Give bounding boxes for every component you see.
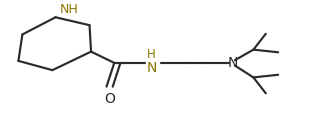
- Text: N: N: [146, 60, 157, 75]
- Text: N: N: [227, 56, 238, 70]
- Text: NH: NH: [60, 4, 79, 16]
- Text: H: H: [147, 48, 156, 61]
- Text: O: O: [104, 92, 115, 106]
